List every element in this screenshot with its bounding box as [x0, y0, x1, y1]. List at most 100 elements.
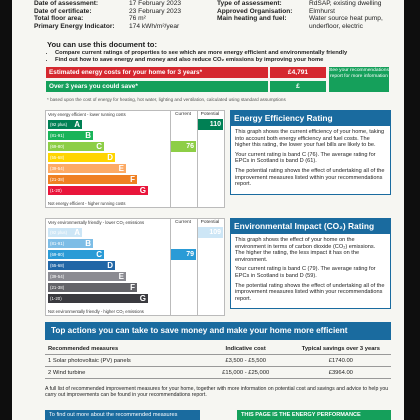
table-row: 1 Solar photovoltaic (PV) panels £3,500 …: [45, 354, 391, 367]
band-letter: C: [96, 250, 102, 259]
band-range: (69-80): [50, 252, 65, 257]
energy-efficiency-panel: Energy Efficiency Rating This graph show…: [230, 110, 391, 195]
band-letter: A: [74, 120, 80, 129]
chart-bottom-label: Not energy efficient - higher running co…: [48, 201, 126, 206]
rating-band-c: (69-80) C: [48, 250, 104, 259]
band-range: (39-54): [50, 274, 65, 279]
header-row: Total floor area: 76 m² Main heating and f…: [34, 15, 404, 23]
rating-band-d: (55-68) D: [48, 153, 115, 162]
band-range: (69-80): [50, 144, 65, 149]
divider: [197, 111, 198, 207]
header-value: Elmhurst: [309, 7, 336, 15]
header-key: Main heating and fuel:: [217, 15, 287, 23]
measure-name: 2 Wind turbine: [45, 366, 201, 379]
chart-bottom-label: Not environmentally friendly - higher CO…: [48, 309, 144, 314]
panel-text: Your current rating is band C (76). The …: [235, 151, 376, 165]
top-actions-title: Top actions you can take to save money a…: [45, 322, 391, 340]
rating-band-f: (21-38) F: [48, 175, 137, 184]
band-letter: E: [118, 272, 124, 281]
panel-text: This graph shows the current efficiency …: [235, 129, 385, 149]
header-key: Type of assessment:: [217, 0, 282, 7]
certificate-header: Date of assessment: 17 February 2023 Type …: [34, 0, 404, 30]
band-range: (39-54): [50, 166, 65, 171]
header-value: RdSAP, existing dwelling: [309, 0, 382, 7]
potential-rating-arrow: 109: [198, 227, 223, 238]
environmental-impact-panel: Environmental Impact (CO₂) Rating This g…: [230, 218, 391, 310]
energy-efficiency-chart: Very energy efficient - lower running co…: [45, 110, 225, 208]
band-letter: C: [96, 142, 102, 151]
current-rating-arrow: 76: [171, 141, 196, 152]
panel-text: Your current rating is band C (79). The …: [235, 266, 376, 279]
savings-label: Over 3 years you could save*: [46, 81, 268, 92]
current-rating-arrow: 79: [171, 249, 196, 260]
measure-savings: £3964.00: [290, 366, 391, 379]
estimated-costs-label: Estimated energy costs for your home for…: [46, 67, 268, 78]
rating-band-b: (81-91) B: [48, 239, 93, 248]
measure-name: 1 Solar photovoltaic (PV) panels: [45, 354, 201, 367]
header-value: 76 m²: [129, 15, 146, 23]
table-header-row: Recommended measures Indicative cost Typ…: [45, 343, 391, 355]
rating-band-g: (1-20) G: [48, 294, 148, 303]
band-range: (92 plus): [50, 122, 68, 127]
column-header: Recommended measures: [45, 343, 201, 355]
band-letter: F: [130, 175, 135, 184]
cost-footnote: * based upon the cost of energy for heat…: [47, 97, 286, 102]
header-key: Total floor area:: [34, 15, 84, 23]
page-banner: THIS PAGE IS THE ENERGY PERFORMANCE: [237, 410, 391, 420]
panel-text: The potential rating shows the effect of…: [235, 282, 385, 302]
rating-band-a: (92 plus) A: [48, 120, 82, 129]
intro-bullet: Find out how to save energy and money an…: [55, 57, 387, 64]
band-letter: B: [85, 239, 91, 248]
current-header: Current: [175, 220, 191, 225]
band-range: (55-68): [50, 263, 65, 268]
header-value: underfloor, electric: [309, 22, 363, 30]
rating-band-d: (55-68) D: [48, 261, 115, 270]
intro-section: You can use this document to: Compare cu…: [47, 40, 387, 64]
header-key: [217, 23, 309, 31]
band-letter: G: [139, 294, 146, 303]
band-letter: D: [107, 261, 113, 270]
chart-top-label: Very environmentally friendly - lower CO…: [48, 220, 145, 225]
find-out-more-link[interactable]: To find out more about the recommended m…: [45, 410, 200, 420]
potential-header: Potential: [200, 220, 220, 225]
panel-title: Environmental Impact (CO₂) Rating: [230, 218, 391, 234]
current-header: Current: [175, 112, 191, 117]
chart-top-label: Very energy efficient - lower running co…: [48, 112, 126, 117]
band-letter: A: [74, 228, 80, 237]
see-recommendations-box: See your recommendations report for more…: [329, 67, 389, 92]
intro-bullet: Compare current ratings of properties to…: [55, 50, 387, 57]
column-header: Indicative cost: [200, 343, 291, 355]
potential-header: Potential: [200, 112, 220, 117]
header-key: Date of assessment:: [34, 0, 99, 7]
rating-band-b: (81-91) B: [48, 131, 93, 140]
measure-cost: £3,500 - £5,500: [200, 354, 291, 367]
measures-footnote: A full list of recommended improvement m…: [45, 386, 389, 399]
band-range: (1-20): [50, 188, 62, 193]
environmental-impact-chart: Very environmentally friendly - lower CO…: [45, 218, 225, 316]
divider: [170, 219, 171, 315]
header-row: Primary Energy Indicator: 174 kWh/m²/year…: [34, 23, 404, 31]
band-letter: G: [139, 186, 146, 195]
panel-text: The potential rating shows the effect of…: [235, 167, 385, 188]
measures-table: Recommended measures Indicative cost Typ…: [45, 343, 391, 379]
panel-title: Energy Efficiency Rating: [230, 110, 391, 126]
rating-band-e: (39-54) E: [48, 164, 126, 173]
header-value: 174 kWh/m²/year: [129, 22, 180, 30]
column-header: Typical savings over 3 years: [290, 343, 391, 355]
band-range: (1-20): [50, 296, 62, 301]
header-key: Primary Energy Indicator:: [34, 22, 115, 30]
header-value: 17 February 2023: [129, 0, 182, 7]
intro-title: You can use this document to:: [47, 40, 157, 49]
divider: [170, 111, 171, 207]
header-row: Date of certificate: 23 February 2023 Appr…: [34, 8, 404, 16]
rating-band-c: (69-80) C: [48, 142, 104, 151]
band-range: (81-91): [50, 241, 65, 246]
panel-text: This graph shows the effect of your home…: [235, 237, 376, 263]
measure-cost: £15,000 - £25,000: [200, 366, 291, 379]
estimated-costs-value: £4,791: [270, 67, 326, 78]
divider: [197, 219, 198, 315]
potential-rating-arrow: 110: [198, 119, 223, 130]
band-letter: B: [85, 131, 91, 140]
band-range: (55-68): [50, 155, 65, 160]
table-row: 2 Wind turbine £15,000 - £25,000 £3964.0…: [45, 366, 391, 379]
